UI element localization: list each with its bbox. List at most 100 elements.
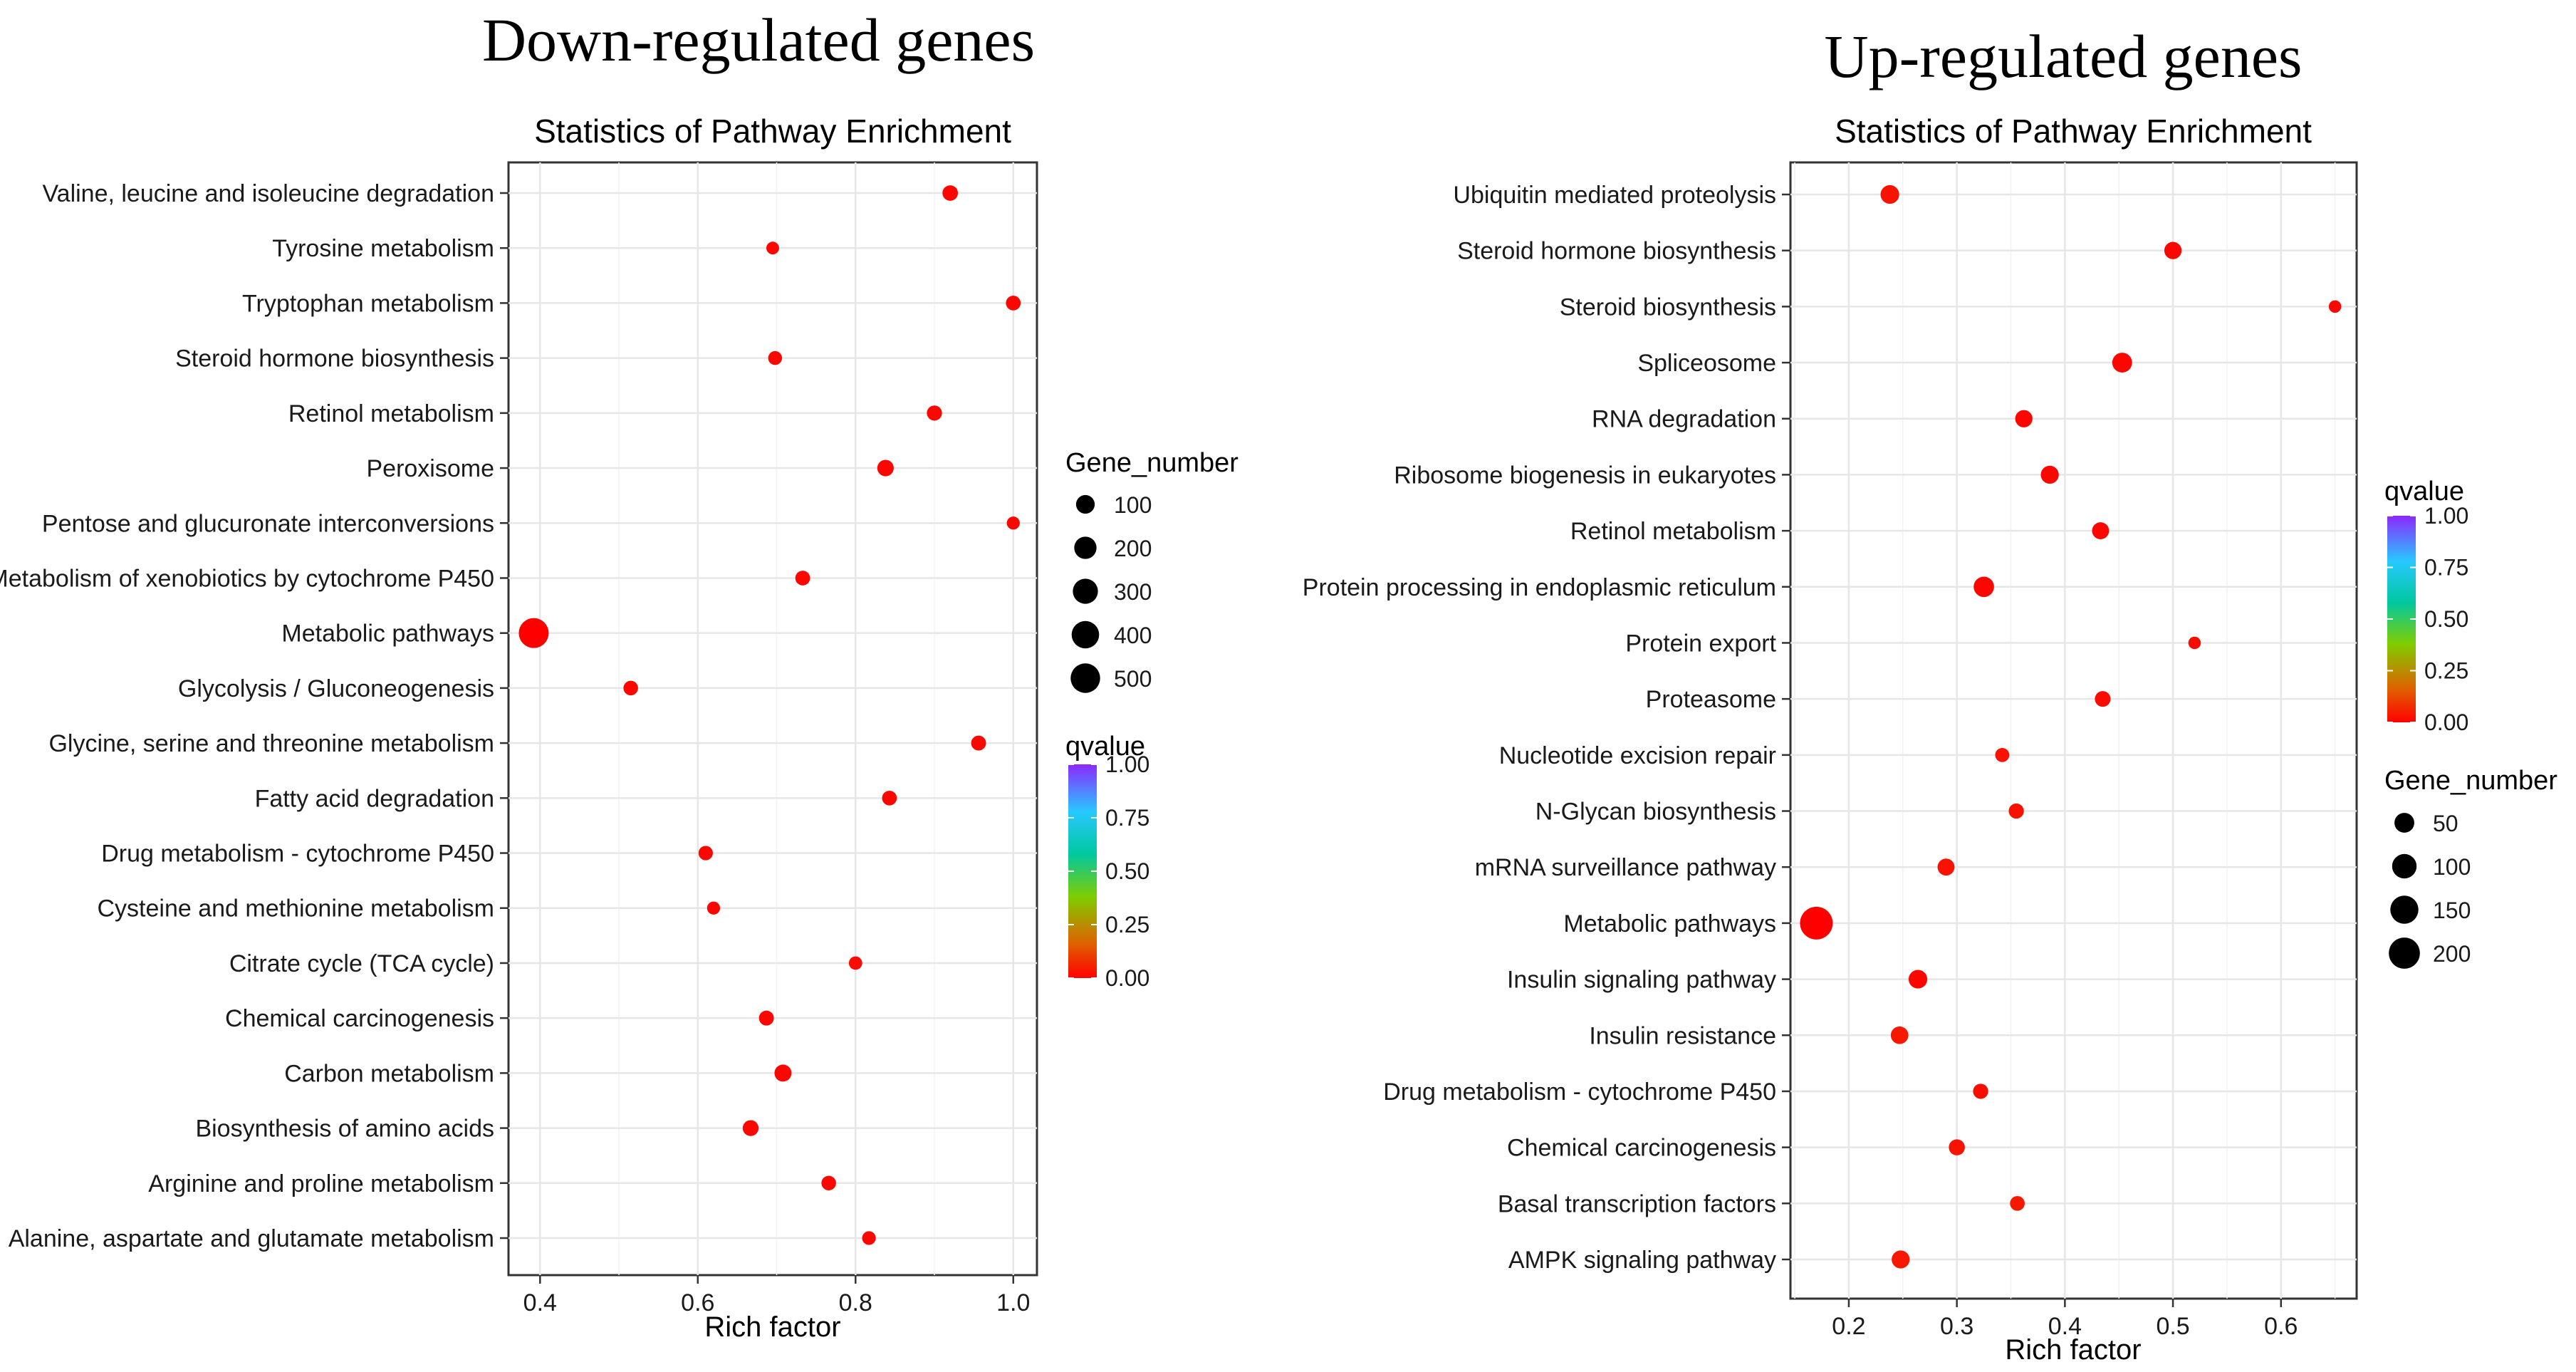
right-color-legend-title: qvalue — [2384, 477, 2464, 506]
right-category-label: RNA degradation — [1592, 406, 1776, 433]
right-data-point — [1908, 970, 1928, 989]
left-size-legend-dot — [1073, 578, 1098, 604]
right-data-point — [1800, 906, 1833, 940]
right-data-point — [2188, 636, 2201, 650]
left-x-tick-label: 0.8 — [839, 1289, 872, 1316]
right-chart-title: Statistics of Pathway Enrichment — [1835, 113, 2312, 150]
right-data-point — [2164, 241, 2182, 259]
left-colorbar-label: 1.00 — [1105, 752, 1149, 777]
right-data-point — [1880, 185, 1899, 204]
right-colorbar-label: 1.00 — [2424, 503, 2468, 529]
right-category-label: mRNA surveillance pathway — [1475, 854, 1776, 881]
right-category-label: Spliceosome — [1637, 350, 1776, 377]
left-data-point — [848, 956, 862, 970]
left-x-tick-label: 0.6 — [681, 1289, 714, 1316]
left-data-point — [1006, 516, 1020, 530]
left-size-legend-label: 400 — [1114, 623, 1152, 648]
right-enrichment-chart: Statistics of Pathway Enrichment Rich fa… — [1303, 113, 2558, 1366]
left-category-label: Arginine and proline metabolism — [148, 1170, 494, 1197]
right-y-labels: Ubiquitin mediated proteolysis Steroid ho… — [1303, 182, 1790, 1274]
left-category-label: Alanine, aspartate and glutamate metabol… — [9, 1225, 494, 1252]
right-x-tick-label: 0.5 — [2156, 1313, 2189, 1340]
right-data-point — [1973, 576, 1994, 598]
right-colorbar-label: 0.75 — [2424, 555, 2468, 581]
left-colorbar-label: 0.50 — [1105, 858, 1149, 884]
left-color-legend: qvalue 1.00 0.75 0.50 0.25 0.00 — [1065, 732, 1149, 991]
right-x-tick-label: 0.3 — [1940, 1313, 1973, 1340]
left-category-label: Citrate cycle (TCA cycle) — [229, 950, 494, 977]
right-data-point — [1890, 1026, 1909, 1044]
right-category-label: N-Glycan biosynthesis — [1535, 799, 1776, 826]
left-category-label: Retinol metabolism — [288, 400, 494, 427]
left-size-legend-label: 500 — [1114, 666, 1152, 692]
right-x-axis-title: Rich factor — [2005, 1334, 2141, 1366]
right-x-tick-label: 0.4 — [2048, 1313, 2082, 1340]
left-size-legend-dot — [1070, 663, 1100, 693]
left-data-point — [698, 846, 713, 861]
right-category-label: Ubiquitin mediated proteolysis — [1453, 182, 1776, 209]
left-data-point — [795, 571, 810, 586]
left-category-label: Valine, leucine and isoleucine degradati… — [43, 180, 495, 207]
left-data-point — [942, 185, 959, 201]
right-x-tick-label: 0.6 — [2264, 1313, 2298, 1340]
right-data-point — [1892, 1250, 1910, 1269]
left-data-point — [971, 735, 986, 751]
right-size-legend-dot — [2389, 937, 2420, 969]
right-size-legend-label: 100 — [2433, 854, 2471, 880]
right-data-point — [1949, 1139, 1965, 1155]
left-data-point — [518, 618, 549, 648]
left-category-label: Fatty acid degradation — [255, 785, 494, 812]
left-color-legend-title: qvalue — [1065, 732, 1145, 762]
right-data-point — [1973, 1083, 1988, 1099]
left-category-label: Glycolysis / Gluconeogenesis — [178, 675, 494, 702]
left-category-label: Tryptophan metabolism — [242, 290, 494, 317]
right-plot-panel — [1789, 161, 2358, 1300]
left-x-ticks: 0.4 0.6 0.8 1.0 — [523, 1275, 1030, 1316]
left-size-legend-dot — [1075, 494, 1095, 514]
right-category-label: Proteasome — [1646, 686, 1776, 713]
left-category-label: Pentose and glucuronate interconversions — [42, 510, 494, 537]
right-size-legend: Gene_number 50 100 150 200 — [2384, 766, 2557, 969]
left-gridlines — [509, 162, 1037, 1275]
left-colorbar-label: 0.00 — [1105, 965, 1149, 991]
left-data-point — [623, 680, 638, 696]
left-size-legend-title: Gene_number — [1065, 448, 1239, 478]
left-colorbar-label: 0.25 — [1105, 912, 1149, 937]
left-size-legend: Gene_number 100 200 300 400 500 — [1065, 448, 1239, 693]
right-colorbar-label: 0.50 — [2424, 606, 2468, 632]
right-category-label: Steroid hormone biosynthesis — [1457, 238, 1776, 265]
right-category-label: Retinol metabolism — [1570, 518, 1776, 545]
left-data-point — [882, 790, 897, 806]
left-colorbar-label: 0.75 — [1105, 805, 1149, 831]
right-size-legend-title: Gene_number — [2384, 766, 2557, 796]
left-data-point — [758, 1010, 774, 1026]
left-category-label: Cysteine and methionine metabolism — [97, 895, 494, 923]
right-category-label: Protein processing in endoplasmic reticu… — [1303, 574, 1776, 601]
right-size-legend-dot — [2392, 853, 2417, 879]
right-category-label: Steroid biosynthesis — [1560, 293, 1776, 321]
left-category-label: Carbon metabolism — [284, 1060, 494, 1087]
right-data-point — [2010, 1195, 2025, 1211]
left-size-legend-dot — [1071, 620, 1100, 649]
left-plot-panel — [507, 161, 1038, 1277]
right-data-point — [1995, 747, 2010, 762]
left-data-point — [927, 405, 942, 421]
right-data-point — [2040, 465, 2059, 484]
right-category-label: Insulin resistance — [1589, 1022, 1776, 1049]
left-data-point — [1006, 296, 1021, 311]
left-data-point — [766, 241, 779, 255]
right-data-point — [2328, 300, 2342, 313]
left-data-point — [706, 901, 721, 915]
right-data-point — [2015, 410, 2033, 427]
left-data-point — [821, 1175, 836, 1191]
left-size-legend-label: 100 — [1114, 492, 1152, 518]
left-category-label: Peroxisome — [366, 455, 494, 482]
left-data-point — [877, 459, 894, 477]
right-data-point — [2095, 691, 2111, 707]
left-enrichment-chart: Statistics of Pathway Enrichment Rich fa… — [0, 113, 1239, 1343]
left-category-label: Biosynthesis of amino acids — [195, 1116, 494, 1143]
left-data-point — [774, 1064, 792, 1082]
right-size-legend-label: 200 — [2433, 941, 2471, 967]
right-colorbar-label: 0.25 — [2424, 658, 2468, 684]
